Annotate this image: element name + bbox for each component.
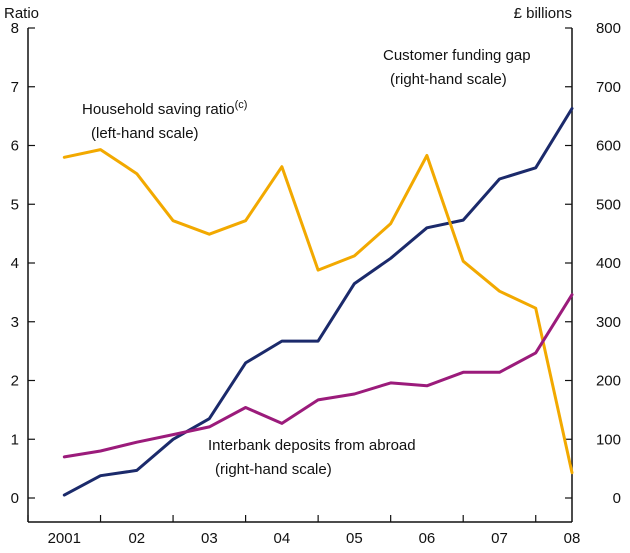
saving-ratio-superscript: (c) — [235, 99, 248, 111]
right-axis-ticks: 0 100 200 300 400 500 600 700 800 — [565, 20, 621, 507]
x-tick-label: 04 — [274, 530, 291, 547]
left-tick-label: 3 — [11, 314, 19, 331]
x-tick-label: 05 — [346, 530, 363, 547]
series-layer — [62, 107, 574, 497]
right-tick-label: 600 — [596, 138, 621, 155]
left-axis-ticks: 0 1 2 3 4 5 6 7 8 — [11, 20, 35, 507]
left-tick-label: 1 — [11, 431, 19, 448]
x-tick-label: 07 — [491, 530, 508, 547]
right-tick-label: 800 — [596, 20, 621, 37]
right-tick-label: 700 — [596, 79, 621, 96]
x-tick-label: 03 — [201, 530, 218, 547]
interbank-deposits-from-abroad-line — [62, 293, 574, 459]
left-tick-label: 2 — [11, 373, 19, 390]
interbank-scale-label: (right-hand scale) — [215, 461, 332, 478]
x-tick-label: 06 — [419, 530, 436, 547]
right-tick-label: 300 — [596, 314, 621, 331]
saving-ratio-label: Household saving ratio(c) — [82, 99, 247, 118]
left-tick-label: 4 — [11, 255, 19, 272]
funding-gap-scale-label: (right-hand scale) — [390, 71, 507, 88]
x-tick-label: 08 — [564, 530, 581, 547]
right-tick-label: 0 — [613, 490, 621, 507]
saving-ratio-label-text: Household saving ratio — [82, 101, 235, 118]
customer-funding-gap-line — [62, 107, 574, 497]
funding-gap-label: Customer funding gap — [383, 47, 531, 64]
right-tick-label: 500 — [596, 196, 621, 213]
saving-ratio-scale-label: (left-hand scale) — [91, 125, 199, 142]
left-tick-label: 5 — [11, 196, 19, 213]
right-tick-label: 100 — [596, 431, 621, 448]
right-tick-label: 200 — [596, 373, 621, 390]
x-tick-label: 02 — [128, 530, 145, 547]
x-tick-label: 2001 — [48, 530, 81, 547]
household-saving-ratio-line — [62, 148, 574, 475]
left-tick-label: 7 — [11, 79, 19, 96]
interbank-label: Interbank deposits from abroad — [208, 437, 416, 454]
left-tick-label: 8 — [11, 20, 19, 37]
left-tick-label: 6 — [11, 138, 19, 155]
left-tick-label: 0 — [11, 490, 19, 507]
right-tick-label: 400 — [596, 255, 621, 272]
x-axis-ticks: 2001 02 03 04 05 06 07 08 — [27, 515, 581, 547]
left-axis-title: Ratio — [4, 5, 39, 22]
right-axis-title: £ billions — [514, 5, 572, 22]
